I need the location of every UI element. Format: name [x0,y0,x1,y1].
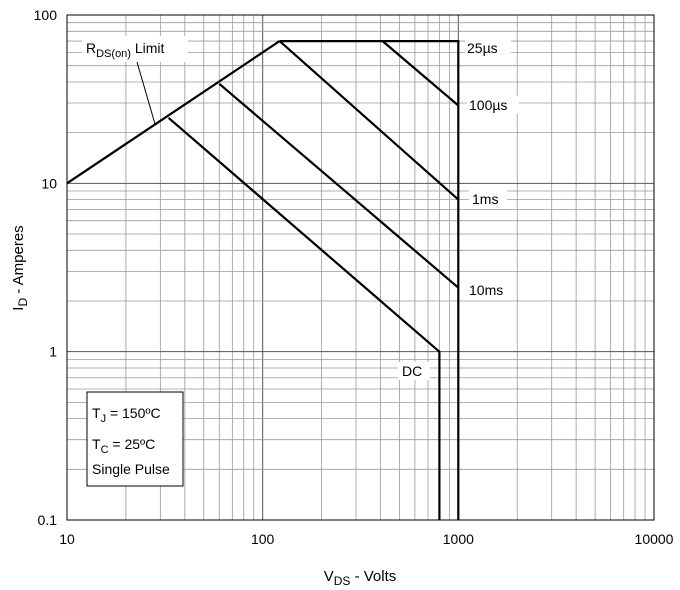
x-tick-label: 1000 [443,531,474,547]
soa-curves [66,39,460,520]
y-axis-title: ID - Amperes [10,225,30,310]
x-tick-label: 10000 [635,531,674,547]
series-line-100-s [381,40,460,107]
series-line-10ms [218,82,460,289]
curve-label-rds-on: RDS(on) Limit [82,36,188,62]
series-line-rds-on-limit [66,40,281,185]
pulse-condition: Single Pulse [92,461,170,477]
svg-text:1ms: 1ms [472,191,498,207]
svg-text:10ms: 10ms [469,282,503,298]
svg-text:100µs: 100µs [469,97,507,113]
curve-label-100us: 100µs [467,96,519,114]
plot-frame [66,14,655,521]
rds-label-pointer [136,61,156,125]
tj-condition: TJ = 150ºC [92,405,161,425]
curve-label-10ms: 10ms [467,281,513,299]
curve-label-dc: DC [398,362,430,380]
y-tick-label: 0.1 [38,512,58,528]
series-line-25-s [279,39,460,520]
y-tick-label: 100 [34,7,58,23]
series-line-dc [167,116,441,520]
conditions-box: TJ = 150ºC TC = 25ºC Single Pulse [86,391,184,487]
grid-lines [67,15,654,520]
svg-text:RDS(on) Limit: RDS(on) Limit [86,40,165,60]
curve-label-25us: 25µs [465,39,511,57]
tc-condition: TC = 25ºC [92,436,155,456]
svg-text:DC: DC [402,363,422,379]
y-tick-label: 10 [41,175,57,191]
curve-label-1ms: 1ms [469,190,507,208]
x-tick-label: 100 [251,531,275,547]
x-tick-label: 10 [59,531,75,547]
y-tick-label: 1 [49,344,57,360]
x-axis-title: VDS - Volts [324,568,397,588]
axis-tick-labels: 10 100 1000 10000 0.1 1 10 100 [34,7,674,547]
series-line-1ms [278,40,460,201]
svg-text:25µs: 25µs [467,40,498,56]
